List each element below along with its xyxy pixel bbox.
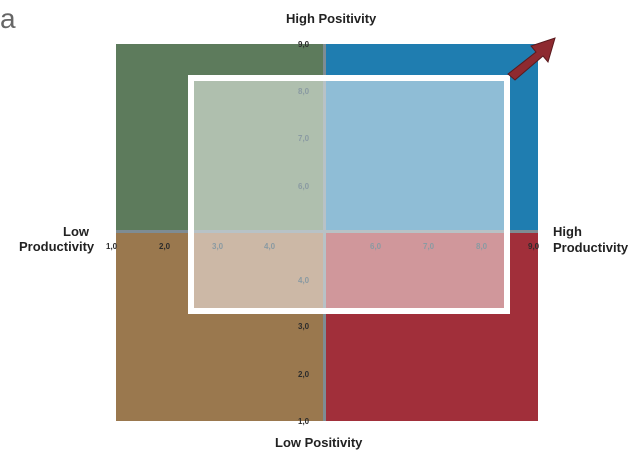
x-tick-label: 6,0 [370, 242, 382, 251]
y-tick-label: 9,0 [298, 40, 310, 49]
left-axis-label-line2: Productivity [19, 239, 95, 254]
overlay-top-left [194, 81, 323, 230]
top-axis-label: High Positivity [286, 11, 377, 26]
y-tick-label: 1,0 [298, 417, 310, 426]
highlight-frame [188, 75, 510, 314]
y-tick-label: 2,0 [298, 370, 310, 379]
left-axis-label-line1: Low [63, 224, 89, 239]
y-tick-label: 7,0 [298, 134, 310, 143]
y-tick-label: 4,0 [298, 276, 310, 285]
x-tick-label: 3,0 [212, 242, 224, 251]
bottom-axis-label: Low Positivity [275, 435, 363, 450]
y-tick-label: 6,0 [298, 182, 310, 191]
x-tick-label: 2,0 [159, 242, 171, 251]
x-tick-label: 1,0 [106, 242, 118, 251]
right-axis-label-line1: High [553, 224, 582, 239]
overlay-vertical-axis [323, 81, 326, 308]
y-tick-label: 3,0 [298, 322, 310, 331]
right-axis-label-line2: Productivity [553, 240, 629, 255]
x-tick-label: 8,0 [476, 242, 488, 251]
diagonal-arrow-icon [507, 37, 556, 81]
overlay-top-right [326, 81, 504, 230]
y-tick-label: 8,0 [298, 87, 310, 96]
overlay-bottom-right [326, 233, 504, 308]
overlay-horizontal-axis [194, 230, 504, 233]
x-tick-label: 9,0 [528, 242, 540, 251]
overlay-bottom-left [194, 233, 323, 308]
figure-letter: a [0, 3, 16, 34]
x-tick-label: 4,0 [264, 242, 276, 251]
x-tick-label: 7,0 [423, 242, 435, 251]
